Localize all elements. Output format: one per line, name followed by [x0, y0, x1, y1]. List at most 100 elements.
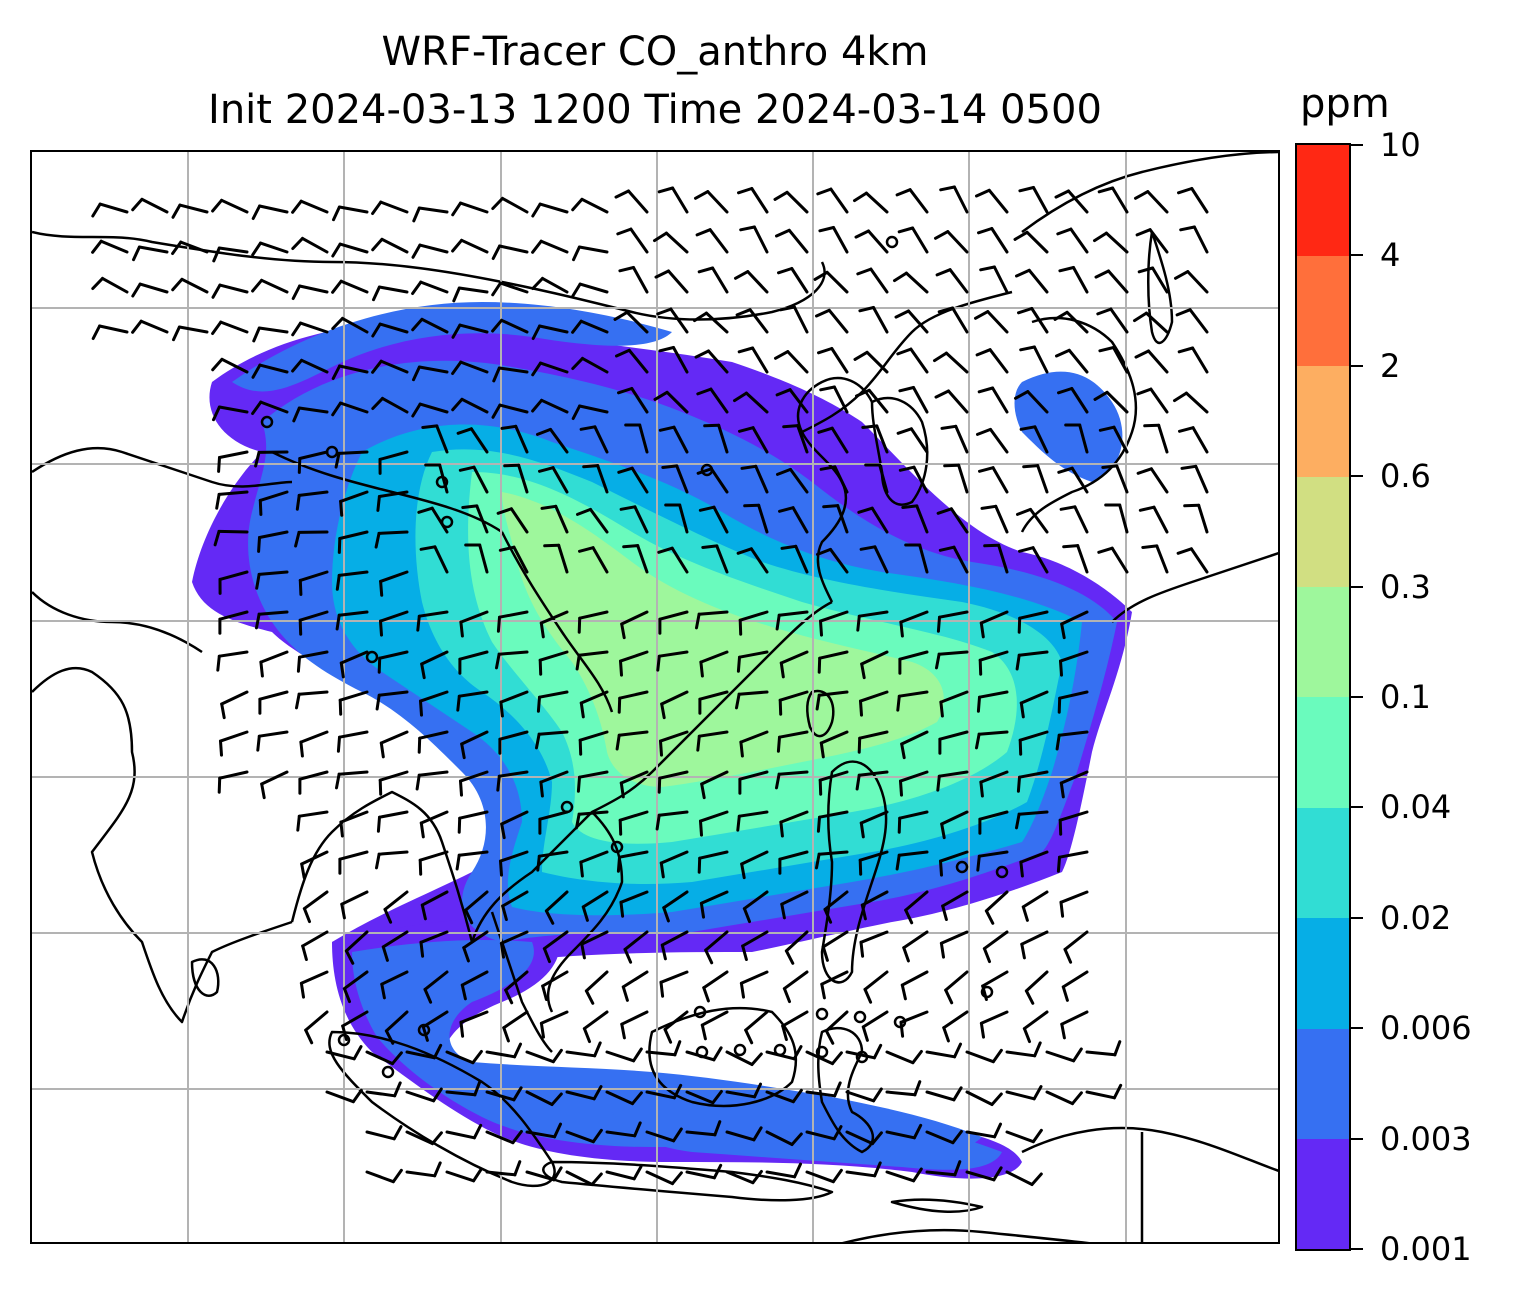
wind-barb-flag	[1018, 186, 1035, 193]
wind-barb-staff	[660, 690, 689, 706]
calm-wind-circle	[893, 1015, 907, 1029]
wind-barb-flag	[1141, 544, 1159, 549]
wind-barb-flag	[631, 1091, 643, 1106]
wind-barb-staff	[824, 1010, 849, 1033]
wind-barb-flag	[913, 1080, 922, 1097]
wind-barb-flag	[379, 741, 385, 759]
wind-barb-staff	[458, 810, 489, 820]
coastline-sumatra	[328, 1030, 556, 1188]
wind-barb-flag	[339, 499, 344, 517]
wind-barb-staff	[977, 730, 1009, 736]
wind-barb-staff	[379, 610, 409, 623]
wind-barb-flag	[421, 424, 439, 429]
wind-barb-staff	[898, 810, 929, 820]
wind-barb-staff	[497, 650, 529, 656]
wind-barb-staff	[419, 280, 449, 294]
wind-barb-staff	[986, 310, 1009, 334]
wind-barb-staff	[379, 570, 409, 583]
wind-barb-flag	[990, 1092, 1003, 1106]
wind-barb-flag	[896, 694, 901, 712]
wind-barb-flag	[897, 816, 902, 834]
wind-barb-staff	[458, 323, 489, 334]
wind-barb-staff	[578, 404, 609, 414]
wind-barb-staff	[445, 1170, 476, 1183]
wind-barb-flag	[977, 386, 995, 394]
wind-barb-flag	[616, 227, 633, 236]
wind-barb-staff	[1072, 266, 1089, 294]
wind-barb-staff	[420, 650, 449, 666]
wind-barb-flag	[531, 324, 542, 340]
wind-barb-staff	[645, 1130, 676, 1143]
wind-barb-flag	[894, 309, 910, 319]
wind-barb-staff	[965, 1050, 995, 1064]
wind-barb-staff	[737, 810, 769, 818]
wind-barb-staff	[1109, 307, 1129, 334]
wind-barb-staff	[338, 850, 369, 861]
wind-barb-staff	[794, 544, 809, 574]
wind-barb-staff	[377, 490, 409, 498]
wind-barb-staff	[940, 810, 969, 826]
wind-barb-flag	[459, 1020, 465, 1038]
map-canvas	[32, 152, 1278, 1242]
wind-barb-flag	[584, 989, 595, 1005]
wind-barb-staff	[717, 423, 729, 454]
wind-barb-flag	[813, 270, 829, 281]
wind-barb-staff	[618, 850, 649, 859]
wind-barb-staff	[1018, 730, 1049, 742]
wind-barb-staff	[218, 610, 249, 621]
wind-barb-flag	[775, 772, 781, 790]
wind-barb-staff	[460, 397, 489, 414]
wind-barb-staff	[751, 346, 769, 374]
wind-barb-staff	[218, 770, 249, 780]
wind-barb-flag	[375, 693, 381, 711]
wind-barb-flag	[816, 187, 833, 196]
wind-barb-flag	[291, 236, 304, 250]
wind-barb-staff	[672, 425, 689, 454]
wind-barb-flag	[1056, 855, 1061, 873]
wind-barb-flag	[861, 1025, 869, 1042]
wind-barb-flag	[699, 901, 705, 919]
wind-barb-staff	[301, 236, 329, 254]
wind-barb-flag	[335, 573, 341, 591]
wind-barb-flag	[616, 855, 621, 873]
wind-barb-flag	[1022, 1027, 1031, 1044]
colorbar-segment	[1297, 807, 1349, 919]
wind-barb-staff	[1059, 890, 1089, 904]
wind-barb-flag	[695, 612, 701, 630]
wind-barb-staff	[738, 650, 769, 659]
wind-barb-staff	[744, 391, 769, 414]
wind-barb-staff	[379, 200, 409, 214]
wind-barb-flag	[617, 466, 634, 474]
wind-barb-staff	[675, 464, 689, 494]
wind-barb-flag	[571, 197, 584, 212]
colorbar-tick-label: 10	[1380, 126, 1421, 164]
wind-barb-staff	[979, 610, 1009, 625]
wind-barb-staff	[384, 1010, 409, 1033]
wind-barb-flag	[432, 1087, 443, 1103]
wind-barb-staff	[478, 543, 489, 574]
wind-barb-flag	[342, 987, 351, 1004]
wind-barb-staff	[339, 279, 369, 294]
wind-barb-staff	[565, 1090, 596, 1101]
wind-barb-flag	[171, 203, 182, 219]
wind-barb-staff	[220, 357, 249, 374]
wind-barb-flag	[491, 281, 502, 297]
wind-barb-flag	[831, 1051, 843, 1066]
wind-barb-staff	[638, 423, 649, 454]
wind-barb-flag	[1061, 985, 1069, 1002]
wind-barb-flag	[334, 451, 341, 469]
wind-barb-staff	[865, 350, 889, 374]
wind-barb-flag	[1059, 659, 1063, 677]
wind-barb-staff	[1058, 850, 1089, 859]
gridlines	[32, 152, 1278, 1242]
wind-barb-staff	[502, 1010, 529, 1030]
wind-barb-flag	[252, 326, 261, 343]
wind-barb-flag	[501, 904, 508, 921]
wind-barb-flag	[419, 940, 425, 958]
wind-barb-staff	[1078, 423, 1089, 454]
wind-barb-flag	[739, 225, 756, 232]
wind-barb-staff	[138, 282, 169, 294]
wind-barb-staff	[98, 202, 129, 214]
wind-barb-flag	[859, 940, 865, 958]
wind-barb-flag	[657, 186, 675, 194]
